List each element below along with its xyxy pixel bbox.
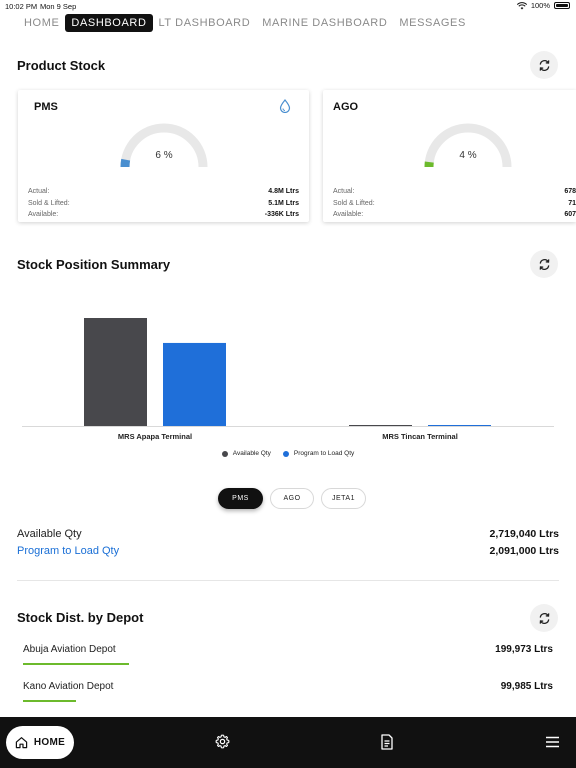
refresh-icon <box>539 59 549 71</box>
depot-refresh-button[interactable] <box>530 604 558 632</box>
gauge-arc <box>424 123 512 168</box>
stat-label: Available: <box>28 211 59 219</box>
battery-icon <box>554 2 570 9</box>
available-qty-value: 2,719,040 Ltrs <box>489 528 559 540</box>
refresh-icon <box>539 612 549 624</box>
stock-card-ago[interactable]: AGO 4 % Actual: 678 Sold & Lifted: 71 Avai… <box>323 90 576 222</box>
stat-label: Sold & Lifted: <box>28 199 70 207</box>
card-product-name: AGO <box>333 101 359 113</box>
stat-label: Actual: <box>28 188 50 196</box>
card-product-name: PMS <box>34 101 58 113</box>
stock-gauge: 6 % <box>118 122 210 168</box>
gauge-percent: 4 % <box>459 150 477 161</box>
depot-value: 199,973 Ltrs <box>495 644 553 655</box>
tab-home[interactable]: HOME <box>24 17 60 29</box>
status-right: 100% <box>516 1 570 10</box>
stat-value: 678 <box>564 188 576 196</box>
stat-value: -336K Ltrs <box>264 211 299 219</box>
stat-value: 71 <box>568 199 576 207</box>
product-stock-refresh-button[interactable] <box>530 51 558 79</box>
depot-name: Kano Aviation Depot <box>23 681 114 692</box>
gauge-track <box>424 123 512 168</box>
document-icon[interactable] <box>380 734 394 750</box>
stat-row-actual: Actual: 678 <box>333 186 576 198</box>
x-tick-label: MRS Tincan Terminal <box>382 432 458 441</box>
stat-row-sold: Sold & Lifted: 5.1M Ltrs <box>28 198 299 210</box>
tab-lt-dashboard[interactable]: LT DASHBOARD <box>158 17 251 29</box>
home-button[interactable]: HOME <box>6 726 74 759</box>
battery-percent: 100% <box>530 1 550 10</box>
stat-value: 5.1M Ltrs <box>268 199 299 207</box>
tab-dashboard[interactable]: DASHBOARD <box>65 14 153 32</box>
bar-available-qty[interactable] <box>349 425 412 426</box>
home-label: HOME <box>33 737 66 748</box>
stat-row-available: Available: 607 <box>333 209 576 221</box>
depot-progress-bar <box>23 663 129 665</box>
stat-row-available: Available: -336K Ltrs <box>28 209 299 221</box>
pill-ago[interactable]: AGO <box>270 488 314 509</box>
legend-dot <box>221 450 228 457</box>
home-icon <box>15 737 28 749</box>
pill-jeta1[interactable]: JETA1 <box>321 488 366 509</box>
status-bar: 10:02 PM Mon 9 Sep 100% <box>0 0 576 12</box>
stat-label: Actual: <box>333 188 355 196</box>
legend-dot <box>282 450 289 457</box>
depot-value: 99,985 Ltrs <box>500 681 553 692</box>
gauge-arc <box>120 123 208 168</box>
menu-icon[interactable] <box>545 736 560 748</box>
stat-row-actual: Actual: 4.8M Ltrs <box>28 186 299 198</box>
legend-item-program[interactable]: Program to Load Qty <box>282 450 355 457</box>
stat-value: 607 <box>564 211 576 219</box>
available-qty-row: Available Qty 2,719,040 Ltrs <box>17 528 559 540</box>
gauge-track <box>120 123 208 168</box>
section-divider <box>17 580 559 581</box>
tab-messages[interactable]: MESSAGES <box>399 17 466 29</box>
gear-icon[interactable] <box>215 734 230 749</box>
stock-position-refresh-button[interactable] <box>530 250 558 278</box>
depot-title: Stock Dist. by Depot <box>17 610 144 625</box>
gauge-fill <box>120 158 131 168</box>
stat-label: Sold & Lifted: <box>333 199 375 207</box>
pill-pms[interactable]: PMS <box>218 488 263 509</box>
depot-progress-bar <box>23 700 76 702</box>
stock-position-chart: MRS Apapa Terminal MRS Tincan Terminal <box>0 290 576 470</box>
bar-available-qty[interactable] <box>84 318 147 426</box>
card-stats: Actual: 4.8M Ltrs Sold & Lifted: 5.1M Ltrs… <box>28 186 299 221</box>
status-date: Mon 9 Sep <box>40 2 77 11</box>
wifi-icon <box>516 1 527 9</box>
product-stock-title: Product Stock <box>17 58 106 73</box>
stock-position-title: Stock Position Summary <box>17 257 171 272</box>
legend-label: Available Qty <box>232 450 271 457</box>
bar-program-to-load-qty[interactable] <box>428 425 491 426</box>
bottom-nav: HOME <box>0 717 576 768</box>
bar-chart-svg: MRS Apapa Terminal MRS Tincan Terminal <box>22 318 554 441</box>
gauge-percent: 6 % <box>155 150 173 161</box>
x-tick-label: MRS Apapa Terminal <box>118 432 192 441</box>
tab-marine-dashboard[interactable]: MARINE DASHBOARD <box>262 17 388 29</box>
depot-row[interactable]: Kano Aviation Depot 99,985 Ltrs <box>23 681 553 692</box>
stat-value: 4.8M Ltrs <box>268 188 299 196</box>
card-stats: Actual: 678 Sold & Lifted: 71 Available: 60… <box>333 186 576 221</box>
stock-gauge: 4 % <box>422 122 514 168</box>
bar-program-to-load-qty[interactable] <box>163 342 226 426</box>
program-qty-row: Program to Load Qty 2,091,000 Ltrs <box>17 545 559 557</box>
product-filter-pills: PMS AGO JETA1 <box>218 488 366 509</box>
available-qty-label: Available Qty <box>17 528 82 540</box>
program-qty-label: Program to Load Qty <box>17 545 120 557</box>
legend-label: Program to Load Qty <box>293 450 355 457</box>
legend-item-available[interactable]: Available Qty <box>221 450 271 457</box>
stat-label: Available: <box>333 211 364 219</box>
stat-row-sold: Sold & Lifted: 71 <box>333 198 576 210</box>
program-qty-value: 2,091,000 Ltrs <box>489 545 559 557</box>
depot-row[interactable]: Abuja Aviation Depot 199,973 Ltrs <box>23 644 553 655</box>
status-time: 10:02 PM <box>5 2 38 11</box>
droplet-icon[interactable] <box>279 99 291 113</box>
refresh-icon <box>539 258 549 270</box>
top-nav-tabs: HOME DASHBOARD LT DASHBOARD MARINE DASHB… <box>0 12 576 34</box>
depot-name: Abuja Aviation Depot <box>23 644 116 655</box>
stock-card-pms[interactable]: PMS 6 % Actual: 4.8M Ltrs Sold & Lifted: 5… <box>18 90 309 222</box>
chart-legend: Available Qty Program to Load Qty <box>0 450 576 457</box>
